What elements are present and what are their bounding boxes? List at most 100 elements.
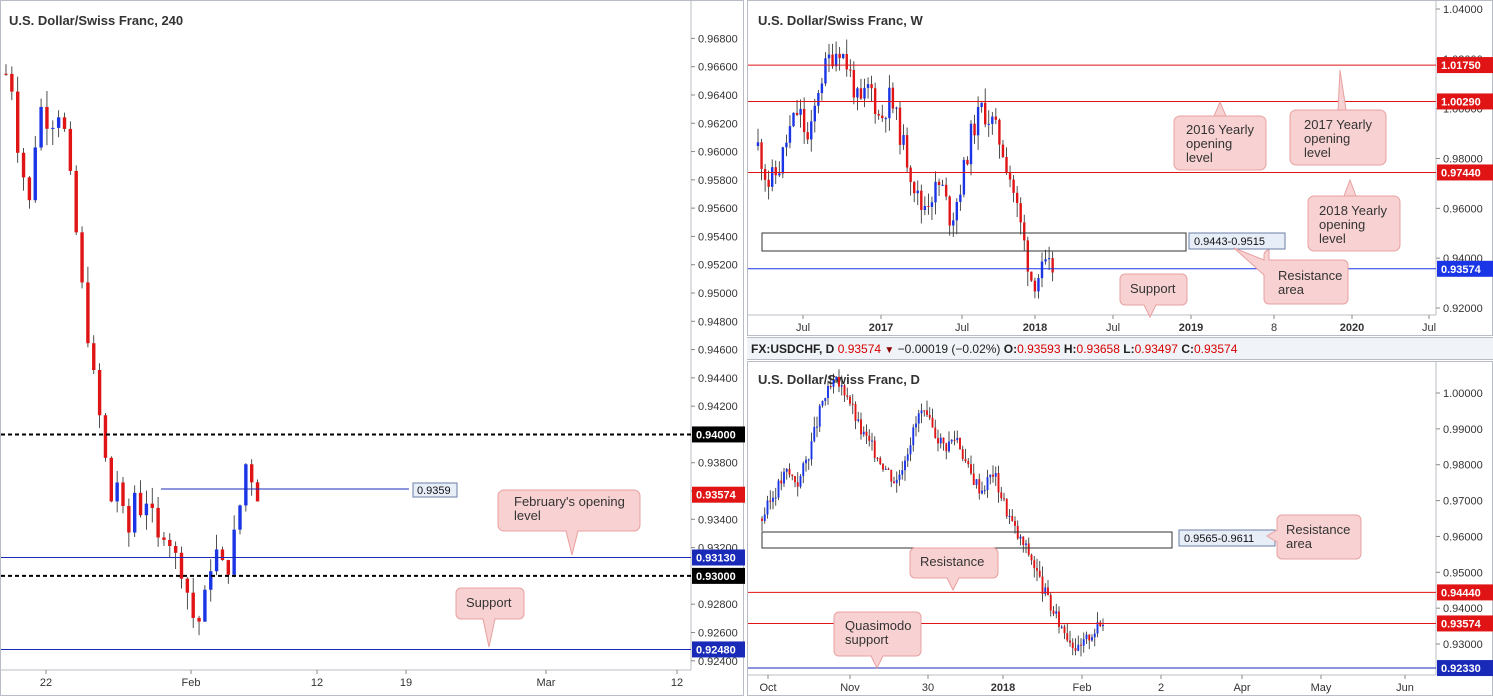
time-axis[interactable]: Jul 2017 Jul 2018 Jul 2019 8 2020 Jul: [748, 314, 1436, 334]
time-axis[interactable]: 22 Feb 12 19 Mar 12: [1, 669, 691, 689]
candle-body: [955, 201, 958, 221]
y-tick-label: 0.96600: [698, 62, 738, 74]
candle-body: [796, 482, 799, 487]
candle-body: [1047, 258, 1051, 260]
resistance-zone[interactable]: [761, 232, 1187, 252]
candle-body: [760, 142, 763, 169]
candle-body: [1030, 554, 1033, 561]
callout-2016-yearly[interactable]: 2016 Yearly opening level: [1173, 100, 1267, 171]
candle-body: [788, 469, 791, 475]
levels: 0.94000 0.93574 0.93130 0.93000 0.92480: [1, 426, 745, 658]
candle-body: [944, 184, 948, 197]
price-axis[interactable]: 1.00000 0.99000 0.98000 0.97000 0.96000 0.950…: [1435, 362, 1483, 675]
candle-body: [909, 167, 912, 183]
callout-support-text: Support: [466, 595, 512, 610]
callout-2017-yearly[interactable]: 2017 Yearly opening level: [1289, 69, 1387, 166]
candle-body: [927, 206, 930, 208]
candle-body: [948, 196, 951, 226]
candle-body: [1044, 587, 1047, 594]
level-price-label: 1.01750: [1441, 60, 1481, 72]
callout-support[interactable]: Support: [455, 587, 525, 648]
low-value: 0.93497: [1134, 342, 1178, 356]
candle-body: [939, 437, 942, 444]
chart-panel-4h[interactable]: U.S. Dollar/Swiss Franc, 240 0.96800 0.96…: [0, 0, 745, 696]
candle-body: [912, 427, 915, 446]
candle-body: [1040, 261, 1044, 279]
callout-resistance-area[interactable]: Resistance area: [1266, 514, 1362, 560]
y-tick-label: 0.94000: [1443, 603, 1483, 615]
y-tick-label: 0.96200: [698, 118, 738, 130]
y-tick-label: 1.04000: [1443, 4, 1483, 16]
x-tick-label: 8: [1271, 322, 1277, 334]
callout-resistance[interactable]: Resistance: [909, 547, 999, 592]
candle-body: [62, 117, 67, 129]
level-price-tag: [1437, 660, 1493, 677]
candle-body: [961, 449, 964, 459]
candle-body: [862, 431, 865, 435]
candle-body: [33, 147, 37, 201]
candle-body: [769, 500, 772, 502]
time-axis[interactable]: Oct Nov 30 2018 Feb 2 Apr May Jun: [748, 674, 1436, 694]
candle-body: [959, 437, 961, 450]
chart-panel-daily[interactable]: U.S. Dollar/Swiss Franc, D 1.00000 0.9900…: [747, 361, 1493, 696]
x-tick-label: Jul: [796, 322, 810, 334]
candle-body: [774, 167, 777, 176]
svg-text:Support: Support: [1130, 281, 1176, 296]
high-label: H:: [1063, 342, 1077, 356]
y-tick-label: 0.96400: [698, 90, 738, 102]
candle-body: [39, 106, 43, 148]
candle-body: [845, 54, 848, 70]
svg-text:opening: opening: [1186, 136, 1232, 151]
candle-body: [168, 539, 172, 547]
callout-feb-opening[interactable]: February's opening level: [497, 489, 641, 556]
candle-body: [817, 93, 820, 106]
candle-body: [1037, 278, 1040, 292]
price-axis[interactable]: 0.96800 0.96600 0.96400 0.96200 0.96000 0.958…: [690, 1, 738, 670]
x-tick-label: 2: [1158, 682, 1164, 694]
candle-body: [1049, 595, 1052, 611]
candle-body: [998, 119, 1001, 145]
ray-label-box: [412, 482, 458, 498]
candle-body: [1003, 498, 1005, 500]
candle-body: [838, 53, 841, 59]
candle-body: [226, 560, 230, 575]
candle-body: [1012, 179, 1015, 193]
candle-body: [860, 419, 862, 435]
candle-body: [209, 571, 213, 590]
x-tick-label: 30: [922, 682, 934, 694]
candle-body: [832, 380, 835, 387]
candle-body: [1099, 622, 1102, 627]
chart-daily-svg: U.S. Dollar/Swiss Franc, D 1.000000.9900…: [748, 362, 1493, 694]
callout-resistance-area[interactable]: Resistance area: [1233, 247, 1349, 305]
level-price-tag: [1437, 93, 1493, 110]
chart-title: U.S. Dollar/Swiss Franc, W: [758, 13, 923, 28]
candle-body: [761, 518, 763, 521]
candle-body: [1041, 576, 1044, 594]
candle-body: [1000, 492, 1003, 499]
chart-panel-weekly[interactable]: U.S. Dollar/Swiss Franc, W 1.040001.0200…: [747, 0, 1493, 336]
candle-body: [942, 437, 945, 444]
y-tick-label: 0.95400: [698, 231, 738, 243]
callout-quasimodo-support[interactable]: Quasimodo support: [833, 611, 922, 670]
candle-body: [1052, 610, 1055, 614]
candles: [761, 369, 1104, 657]
callout-text-1: February's opening: [514, 494, 625, 509]
candle-body: [1069, 640, 1071, 643]
candle-body: [109, 457, 113, 502]
y-tick-label: 0.96000: [1443, 531, 1483, 543]
symbol-label[interactable]: FX:USDCHF, D: [751, 342, 835, 356]
candle-body: [1033, 280, 1037, 292]
callout-2018-yearly[interactable]: 2018 Yearly opening level: [1307, 178, 1401, 252]
candle-body: [1088, 634, 1091, 641]
candle-body: [898, 474, 901, 480]
y-tick-label: 0.94600: [698, 345, 738, 357]
ray-label: 0.9359: [417, 485, 451, 497]
y-tick-label: 0.96800: [698, 33, 738, 45]
candle-body: [980, 102, 983, 108]
candle-body: [909, 445, 912, 455]
candle-body: [756, 142, 760, 147]
resistance-zone[interactable]: [761, 531, 1173, 549]
candle-body: [810, 121, 813, 140]
candle-body: [881, 115, 884, 119]
callout-support[interactable]: Support: [1119, 273, 1188, 319]
